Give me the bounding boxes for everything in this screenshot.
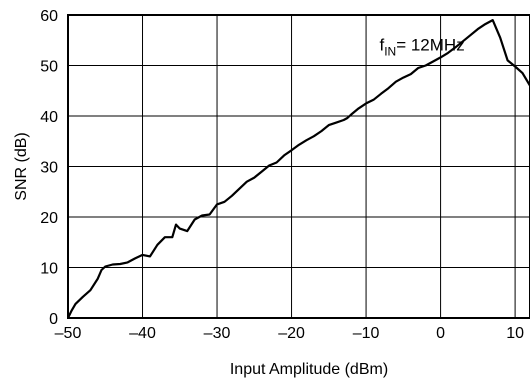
y-tick-label: 0	[49, 311, 58, 328]
frequency-annotation: fIN= 12MHz	[379, 35, 464, 58]
y-tick-label: 60	[40, 8, 58, 25]
annotation-base: f	[379, 35, 384, 54]
x-tick-label: 0	[436, 325, 445, 342]
x-tick-label: –10	[353, 325, 380, 342]
x-tick-label: –40	[129, 325, 156, 342]
y-tick-label: 20	[40, 210, 58, 227]
annotation-subscript: IN	[384, 44, 396, 58]
x-tick-label: –50	[55, 325, 82, 342]
x-tick-label: 10	[506, 325, 524, 342]
y-tick-label: 30	[40, 160, 58, 177]
series-layer	[68, 19, 530, 318]
snr-series-line	[68, 19, 530, 318]
grid-lines	[67, 14, 530, 319]
y-tick-label: 40	[40, 109, 58, 126]
y-tick-label: 50	[40, 59, 58, 76]
x-axis-label: Input Amplitude (dBm)	[230, 361, 388, 378]
y-tick-label: 10	[40, 261, 58, 278]
x-tick-label: –30	[204, 325, 231, 342]
tick-labels: –50 –40 –30 –20 –10 0 10 0 10 20 30 40 50 60	[40, 8, 524, 342]
plot-frame	[67, 14, 530, 319]
annotation-rest: = 12MHz	[396, 35, 465, 54]
x-tick-label: –20	[278, 325, 305, 342]
y-axis-label: SNR (dB)	[13, 132, 30, 200]
